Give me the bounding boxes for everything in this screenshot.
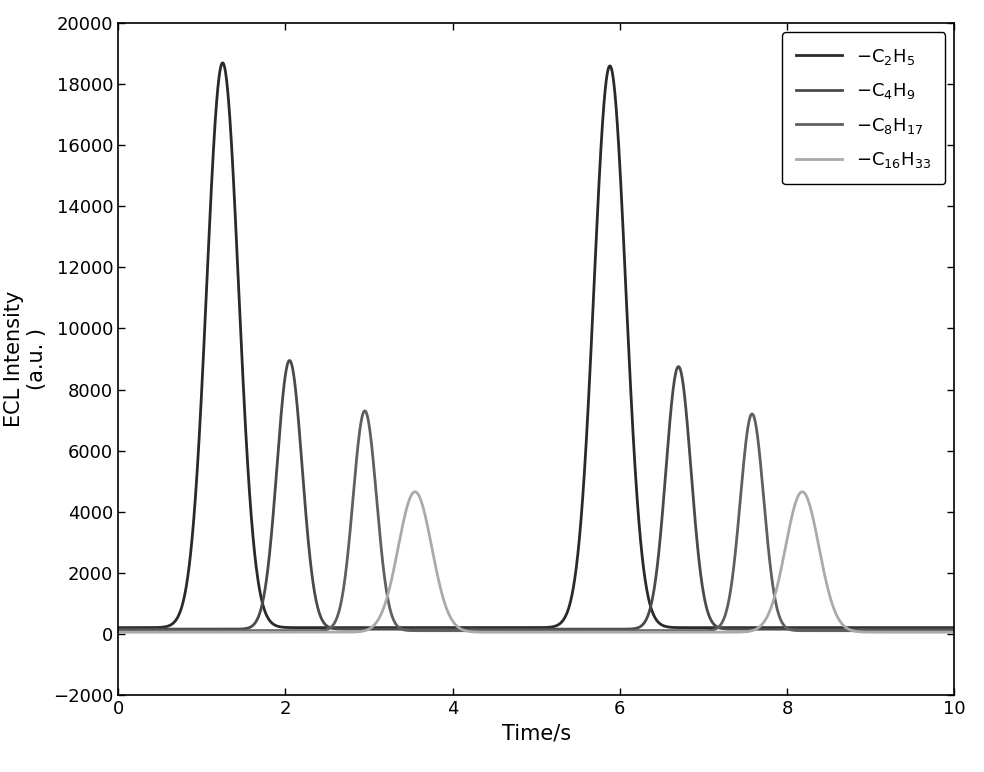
Y-axis label: ECL Intensity
(a.u. ): ECL Intensity (a.u. ) (4, 291, 47, 427)
X-axis label: Time/s: Time/s (502, 723, 571, 743)
Legend: $-$C$_2$H$_5$, $-$C$_4$H$_9$, $-$C$_8$H$_{17}$, $-$C$_{16}$H$_{33}$: $-$C$_2$H$_5$, $-$C$_4$H$_9$, $-$C$_8$H$… (782, 32, 946, 185)
